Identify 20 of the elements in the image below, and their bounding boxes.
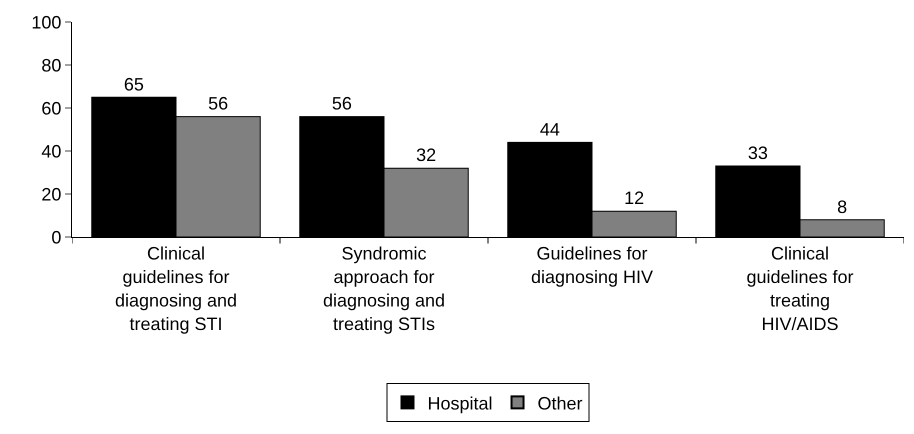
y-tick-label: 0 (51, 227, 62, 248)
data-label: 44 (540, 119, 560, 140)
x-tick-label: Clinical guidelines for treating HIV/AIDS (746, 244, 854, 334)
data-label: 65 (124, 74, 144, 94)
data-label: 33 (748, 143, 768, 164)
x-tick-label: Syndromic approach for diagnosing and treating STIs (322, 244, 446, 334)
data-label: 12 (624, 188, 644, 208)
y-tick-label: 60 (41, 98, 62, 118)
x-tick-label: Clinical guidelines for diagnosing and treating STI (114, 244, 238, 334)
legend-label: Other (538, 393, 583, 414)
data-label: 56 (208, 94, 228, 114)
x-tick-label: Guidelines for diagnosing HIV (530, 244, 654, 287)
data-label: 56 (332, 94, 352, 114)
y-tick-label: 80 (41, 55, 62, 76)
data-label: 8 (837, 196, 848, 217)
data-label: 32 (416, 145, 436, 166)
y-tick-label: 40 (41, 141, 62, 162)
y-tick-label: 100 (31, 12, 62, 32)
y-tick-label: 20 (41, 184, 62, 204)
legend-label: Hospital (428, 393, 493, 414)
